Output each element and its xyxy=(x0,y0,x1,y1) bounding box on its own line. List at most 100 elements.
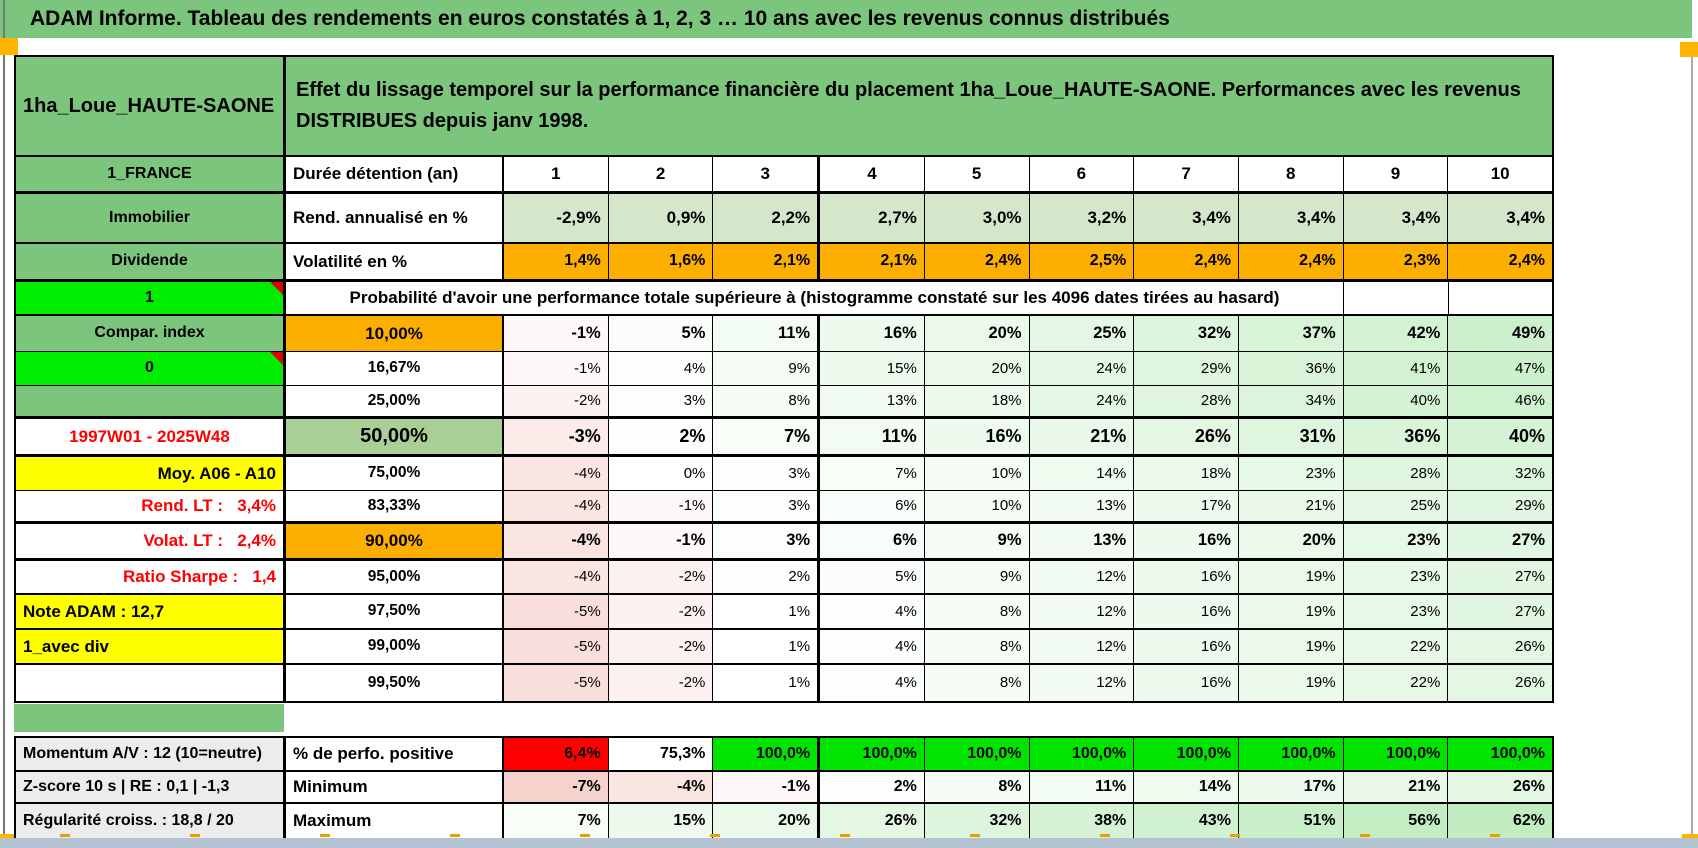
probability-value-cell[interactable]: -2% xyxy=(608,665,714,701)
threshold-cell[interactable]: 83,33% xyxy=(286,491,504,524)
rend-value-cell[interactable]: 3,4% xyxy=(1238,194,1344,244)
probability-value-cell[interactable]: 9% xyxy=(924,561,1030,595)
probability-value-cell[interactable]: 20% xyxy=(924,316,1030,352)
rend-value-cell[interactable]: -2,9% xyxy=(504,194,609,244)
probability-value-cell[interactable]: 4% xyxy=(608,352,714,386)
rend-value-cell[interactable]: 3,4% xyxy=(1448,194,1553,244)
probability-value-cell[interactable]: 2% xyxy=(608,419,714,457)
side-label-cell[interactable]: Momentum A/V : 12 (10=neutre) xyxy=(16,738,286,772)
probability-value-cell[interactable]: 13% xyxy=(1029,524,1135,561)
side-label-cell[interactable] xyxy=(16,665,286,701)
probability-value-cell[interactable]: 3% xyxy=(608,386,714,419)
probability-value-cell[interactable]: 25% xyxy=(1343,491,1449,524)
duration-cell[interactable]: 10 xyxy=(1448,157,1553,194)
probability-value-cell[interactable]: -2% xyxy=(504,386,609,419)
probability-value-cell[interactable]: 34% xyxy=(1238,386,1344,419)
bottom-row-label-cell[interactable]: Maximum xyxy=(286,804,504,838)
probability-value-cell[interactable]: 18% xyxy=(1134,457,1239,491)
bottom-value-cell[interactable]: 75,3% xyxy=(608,738,714,772)
probability-value-cell[interactable]: 11% xyxy=(713,316,821,352)
probability-value-cell[interactable]: -3% xyxy=(504,419,609,457)
bottom-value-cell[interactable]: -4% xyxy=(608,772,714,804)
side-label-cell[interactable]: Volat. LT : 2,4% xyxy=(16,524,286,561)
rend-value-cell[interactable]: 2,2% xyxy=(713,194,821,244)
probability-value-cell[interactable]: 22% xyxy=(1343,630,1449,665)
probability-value-cell[interactable]: 21% xyxy=(1029,419,1135,457)
probability-value-cell[interactable]: 26% xyxy=(1134,419,1239,457)
volat-value-cell[interactable]: 2,1% xyxy=(820,244,925,282)
probability-value-cell[interactable]: -1% xyxy=(504,316,609,352)
probability-value-cell[interactable]: 5% xyxy=(608,316,714,352)
probability-value-cell[interactable]: 16% xyxy=(1134,595,1239,630)
probability-value-cell[interactable]: 23% xyxy=(1343,524,1449,561)
probability-value-cell[interactable]: 8% xyxy=(924,665,1030,701)
probability-value-cell[interactable]: -5% xyxy=(504,630,609,665)
probability-value-cell[interactable]: 19% xyxy=(1238,595,1344,630)
probability-value-cell[interactable]: -1% xyxy=(608,491,714,524)
bottom-value-cell[interactable]: 100,0% xyxy=(1029,738,1135,772)
probability-value-cell[interactable]: 4% xyxy=(820,595,925,630)
probability-value-cell[interactable]: 3% xyxy=(713,524,821,561)
probability-value-cell[interactable]: 16% xyxy=(924,419,1030,457)
probability-value-cell[interactable]: 7% xyxy=(713,419,821,457)
side-label-cell[interactable]: 1997W01 - 2025W48 xyxy=(16,419,286,457)
probability-value-cell[interactable]: 7% xyxy=(820,457,925,491)
probability-value-cell[interactable]: -4% xyxy=(504,457,609,491)
probability-value-cell[interactable]: 1% xyxy=(713,630,821,665)
bottom-value-cell[interactable]: 62% xyxy=(1448,804,1553,838)
probability-value-cell[interactable]: 27% xyxy=(1448,524,1553,561)
probability-value-cell[interactable]: 15% xyxy=(820,352,925,386)
bottom-value-cell[interactable]: 38% xyxy=(1029,804,1135,838)
probability-value-cell[interactable]: 27% xyxy=(1448,595,1553,630)
threshold-cell[interactable]: 97,50% xyxy=(286,595,504,630)
volat-value-cell[interactable]: 2,3% xyxy=(1343,244,1449,282)
probability-value-cell[interactable]: -4% xyxy=(504,561,609,595)
probability-value-cell[interactable]: 12% xyxy=(1029,561,1135,595)
empty-cell[interactable] xyxy=(1448,282,1552,316)
bottom-value-cell[interactable]: 56% xyxy=(1343,804,1449,838)
volat-value-cell[interactable]: 2,5% xyxy=(1029,244,1135,282)
volat-header-cell[interactable]: Volatilité en % xyxy=(286,244,504,282)
threshold-cell[interactable]: 25,00% xyxy=(286,386,504,419)
probability-value-cell[interactable]: -5% xyxy=(504,595,609,630)
side-label-cell[interactable]: Régularité croiss. : 18,8 / 20 xyxy=(16,804,286,838)
bottom-value-cell[interactable]: 11% xyxy=(1029,772,1135,804)
probability-value-cell[interactable]: -2% xyxy=(608,561,714,595)
rend-value-cell[interactable]: 0,9% xyxy=(608,194,714,244)
duration-cell[interactable]: 7 xyxy=(1134,157,1239,194)
probability-value-cell[interactable]: 32% xyxy=(1134,316,1239,352)
bottom-value-cell[interactable]: 6,4% xyxy=(504,738,609,772)
bottom-row-label-cell[interactable]: Minimum xyxy=(286,772,504,804)
side-label-asset-class[interactable]: Immobilier xyxy=(16,194,286,244)
threshold-cell[interactable]: 90,00% xyxy=(286,524,504,561)
threshold-cell[interactable]: 16,67% xyxy=(286,352,504,386)
probability-value-cell[interactable]: 6% xyxy=(820,491,925,524)
probability-value-cell[interactable]: 40% xyxy=(1343,386,1449,419)
bottom-value-cell[interactable]: 15% xyxy=(608,804,714,838)
bottom-value-cell[interactable]: 8% xyxy=(924,772,1030,804)
probability-value-cell[interactable]: 29% xyxy=(1134,352,1239,386)
bottom-value-cell[interactable]: 100,0% xyxy=(713,738,821,772)
probability-value-cell[interactable]: 16% xyxy=(820,316,925,352)
duration-header-cell[interactable]: Durée détention (an) xyxy=(286,157,504,194)
bottom-value-cell[interactable]: 7% xyxy=(504,804,609,838)
rend-value-cell[interactable]: 3,4% xyxy=(1343,194,1449,244)
duration-cell[interactable]: 1 xyxy=(504,157,609,194)
probability-value-cell[interactable]: 5% xyxy=(820,561,925,595)
rend-value-cell[interactable]: 3,0% xyxy=(924,194,1030,244)
probability-value-cell[interactable]: 36% xyxy=(1238,352,1344,386)
probability-value-cell[interactable]: -1% xyxy=(504,352,609,386)
bottom-value-cell[interactable]: 100,0% xyxy=(1448,738,1553,772)
probability-value-cell[interactable]: 24% xyxy=(1029,352,1135,386)
probability-value-cell[interactable]: 8% xyxy=(713,386,821,419)
bottom-value-cell[interactable]: 100,0% xyxy=(924,738,1030,772)
probability-value-cell[interactable]: 26% xyxy=(1448,665,1553,701)
probability-value-cell[interactable]: 13% xyxy=(1029,491,1135,524)
side-label-country[interactable]: 1_FRANCE xyxy=(16,157,286,194)
description-cell[interactable]: Effet du lissage temporel sur la perform… xyxy=(286,57,1552,157)
side-flag-1-cell[interactable]: 1 xyxy=(16,282,286,316)
probability-value-cell[interactable]: 31% xyxy=(1238,419,1344,457)
volat-value-cell[interactable]: 2,1% xyxy=(713,244,821,282)
probability-value-cell[interactable]: 3% xyxy=(713,491,821,524)
probability-value-cell[interactable]: 23% xyxy=(1238,457,1344,491)
